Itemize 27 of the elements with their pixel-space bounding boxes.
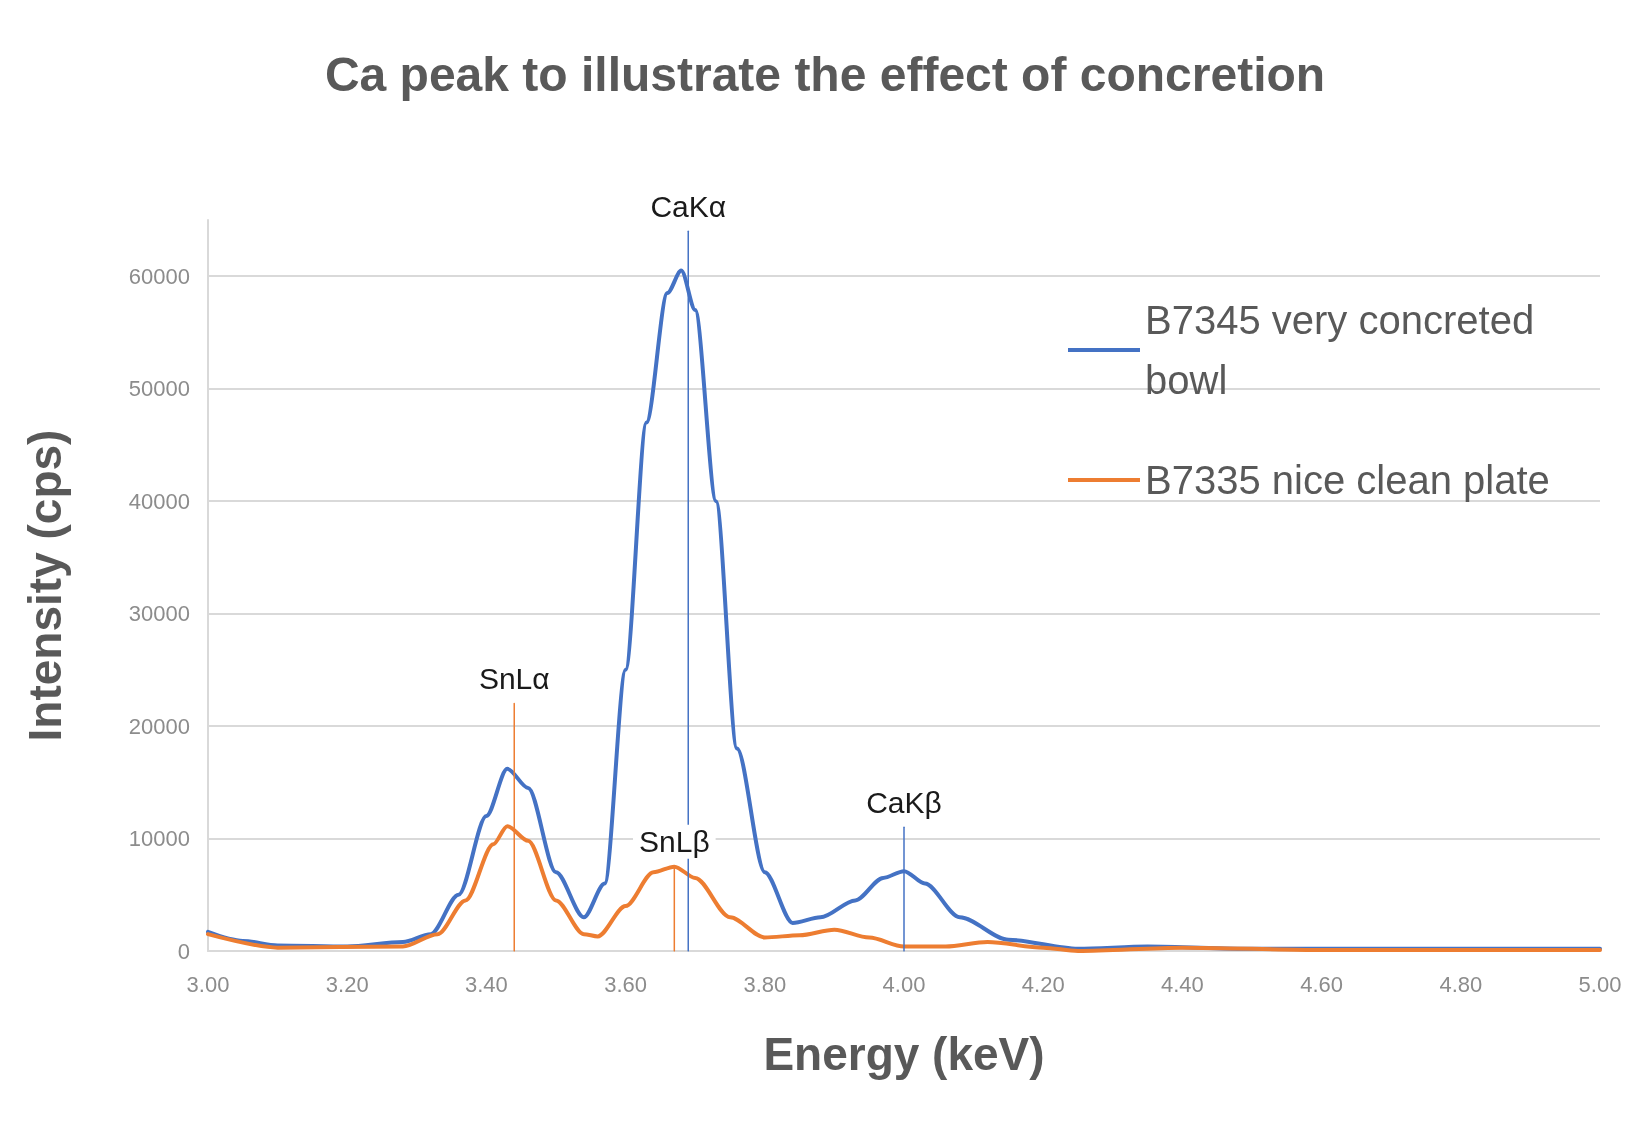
legend-label: B7335 nice clean plate: [1145, 458, 1550, 502]
x-tick-label: 4.60: [1300, 971, 1344, 997]
x-tick-label: 3.40: [464, 971, 508, 997]
legend-label: B7345 very concreted bowl: [1145, 298, 1546, 402]
x-tick-label: 4.80: [1439, 971, 1483, 997]
y-tick-label: 20000: [128, 713, 190, 739]
x-tick-label: 3.00: [186, 971, 230, 997]
y-tick-label: 0: [177, 938, 190, 964]
y-tick-label: 30000: [128, 601, 190, 627]
x-tick-label: 4.20: [1021, 971, 1065, 997]
annotation: SnLα: [478, 662, 550, 696]
annotation: SnLβ: [639, 825, 710, 859]
annotation: CaKβ: [866, 785, 942, 819]
x-tick-label: 3.80: [743, 971, 787, 997]
x-axis-title: Energy (keV): [763, 1028, 1045, 1080]
x-tick-label: 3.60: [604, 971, 648, 997]
x-tick-label: 3.20: [325, 971, 369, 997]
y-tick-label: 40000: [128, 488, 190, 514]
chart-title: Ca peak to illustrate the effect of concretion: [324, 47, 1326, 101]
y-tick-label: 10000: [128, 826, 190, 852]
annotation: CaKα: [650, 189, 727, 223]
y-tick-label: 60000: [128, 263, 190, 289]
y-axis-title: Intensity (cps): [19, 429, 71, 742]
x-tick-label: 5.00: [1578, 971, 1622, 997]
x-tick-label: 4.00: [882, 971, 926, 997]
x-tick-label: 4.40: [1160, 971, 1204, 997]
y-tick-label: 50000: [128, 376, 190, 402]
